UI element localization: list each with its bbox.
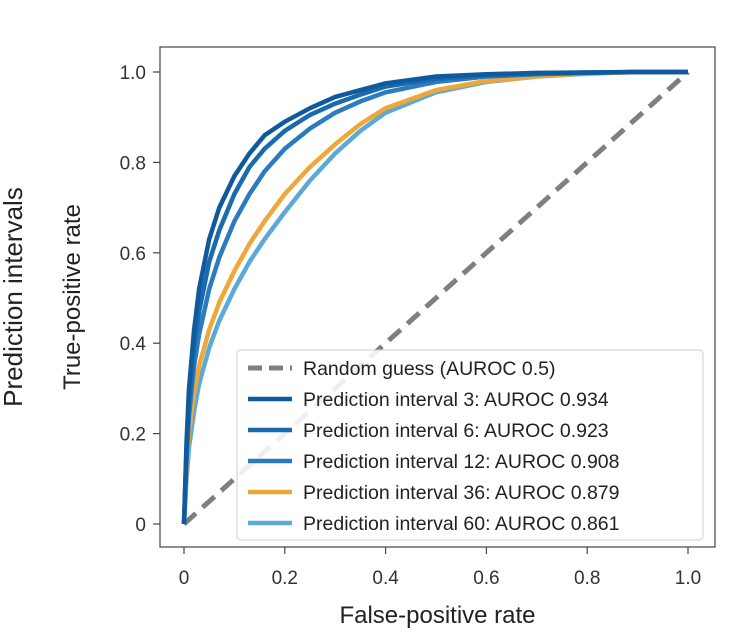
legend-label: Prediction interval 6: AUROC 0.923 — [303, 420, 609, 442]
roc-curve-1 — [181, 69, 688, 525]
x-tick-label: 0.4 — [372, 568, 399, 589]
legend-label: Prediction interval 60: AUROC 0.861 — [303, 513, 620, 535]
y-tick-label: 1.0 — [120, 63, 146, 84]
legend-label: Random guess (AUROC 0.5) — [303, 358, 556, 380]
x-tick-label: 0.2 — [272, 568, 298, 589]
curves-layer — [181, 69, 690, 526]
x-axis-ticks: 0 0.2 0.4 0.6 0.8 1.0 — [179, 547, 701, 589]
legend-box — [236, 349, 704, 541]
legend: Random guess (AUROC 0.5) Prediction inter… — [236, 349, 704, 541]
y-tick-label: 0 — [135, 515, 146, 536]
x-tick-label: 1.0 — [675, 568, 701, 589]
legend-label: Prediction interval 36: AUROC 0.879 — [303, 482, 620, 504]
y-tick-label: 0.2 — [120, 425, 146, 446]
plot-frame — [159, 46, 716, 548]
roc-curve-4 — [181, 69, 688, 525]
y-axis-label: True-positive rate — [59, 204, 86, 390]
x-tick-label: 0.8 — [574, 568, 600, 589]
y-axis-ticks: 0 0.2 0.4 0.6 0.8 1.0 — [120, 63, 160, 536]
legend-label: Prediction interval 3: AUROC 0.934 — [303, 389, 609, 411]
x-tick-label: 0 — [179, 568, 190, 589]
side-label: Prediction intervals — [0, 187, 28, 407]
y-tick-label: 0.6 — [120, 244, 146, 265]
x-axis-label: False-positive rate — [339, 602, 535, 629]
x-tick-label: 0.6 — [473, 568, 499, 589]
y-tick-label: 0.8 — [120, 153, 146, 174]
legend-label: Prediction interval 12: AUROC 0.908 — [303, 451, 620, 473]
y-tick-label: 0.4 — [120, 334, 147, 355]
